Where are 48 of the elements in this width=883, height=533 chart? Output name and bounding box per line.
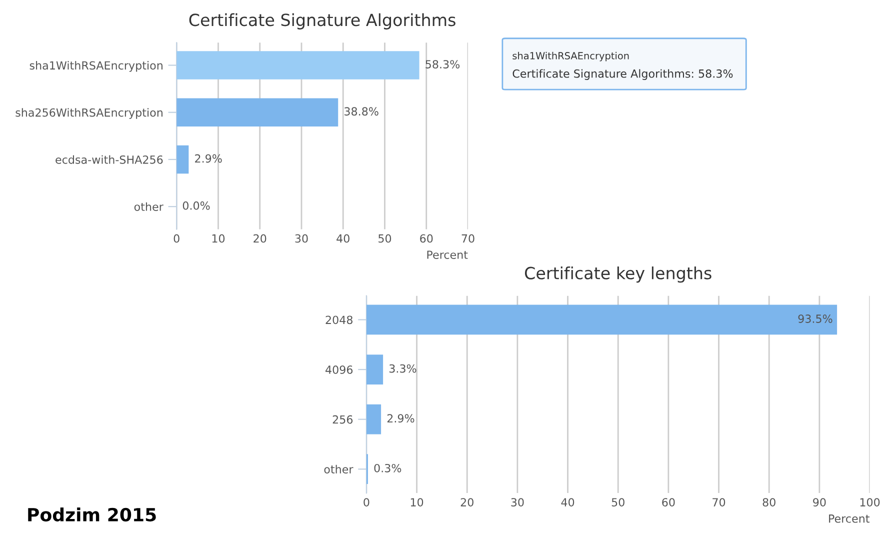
x-axis-title: Percent [829, 514, 870, 523]
data-label: 3.3% [389, 364, 416, 373]
data-label: 93.5% [798, 314, 832, 323]
x-tick-label: 20 [460, 498, 474, 506]
x-tick-label: 40 [561, 498, 574, 506]
bar [366, 304, 838, 335]
y-tick-label: ecdsa-with-SHA256 [56, 155, 163, 164]
x-tick-label: 0 [364, 498, 370, 506]
bar [176, 145, 189, 174]
x-tick-label: 70 [712, 498, 726, 506]
x-tick-label: 0 [174, 234, 180, 243]
y-tick-label: sha256WithRSAEncryption [16, 108, 162, 119]
y-tick-label: 256 [332, 415, 353, 424]
data-label: 58.3% [426, 60, 460, 68]
y-tick-label: sha1WithRSAEncryption [30, 61, 162, 72]
data-label: 2.9% [387, 414, 414, 423]
x-tick-label: 50 [378, 234, 392, 243]
chart-title: Certificate key lengths [524, 266, 712, 283]
bar [366, 404, 382, 434]
x-tick-label: 10 [212, 234, 225, 243]
x-tick-label: 10 [410, 498, 424, 506]
x-axis-title: Percent [427, 250, 468, 259]
text: Podzim 2015 [28, 508, 156, 522]
y-tick-label: 4096 [326, 365, 353, 374]
data-label: 0.0% [182, 201, 210, 210]
x-tick-label: 90 [813, 498, 826, 506]
x-tick-label: 100 [860, 498, 880, 506]
x-tick-label: 70 [462, 234, 474, 243]
chart-title: Certificate Signature Algorithms [189, 13, 456, 30]
x-tick-label: 60 [420, 234, 433, 243]
data-label: 0.3% [374, 464, 402, 472]
bar [176, 51, 420, 80]
x-tick-label: 20 [254, 234, 266, 243]
x-tick-label: 50 [612, 498, 624, 506]
x-tick-label: 40 [336, 234, 350, 243]
x-tick-label: 30 [295, 234, 308, 243]
x-tick-label: 30 [511, 498, 524, 506]
data-label: 38.8% [344, 107, 378, 116]
bar [176, 98, 338, 126]
text: Certificate Signature Algorithms: 58.3% [512, 69, 733, 80]
x-tick-label: 60 [662, 498, 675, 506]
y-tick-label: other [324, 464, 354, 474]
y-tick-label: other [134, 202, 164, 211]
x-tick-label: 80 [762, 498, 776, 506]
text: sha1WithRSAEncryption [512, 52, 629, 62]
data-label: 2.9% [195, 154, 222, 163]
y-tick-label: 2048 [326, 316, 352, 324]
bar [366, 354, 384, 384]
